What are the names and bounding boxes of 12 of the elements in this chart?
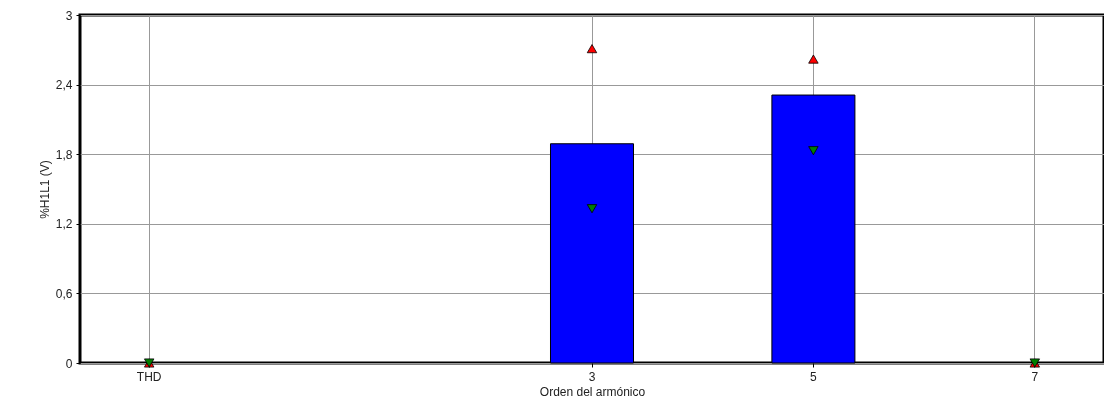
y-tick-label: 2,4 — [55, 78, 73, 93]
x-tick-label: 5 — [810, 369, 818, 384]
y-tick-label: 3 — [65, 8, 73, 23]
y-tick-label: 1,8 — [55, 147, 73, 162]
x-axis-title: Orden del armónico — [539, 384, 646, 399]
x-tick-label: THD — [136, 369, 162, 384]
y-tick-label: 1,2 — [55, 217, 73, 232]
y-axis-title: %H1L1 (V) — [37, 160, 52, 219]
y-tick-label: 0,6 — [55, 286, 73, 301]
x-tick-label: 3 — [588, 369, 596, 384]
y-tick-label: 0 — [65, 356, 73, 371]
x-tick-label: 7 — [1031, 369, 1039, 384]
